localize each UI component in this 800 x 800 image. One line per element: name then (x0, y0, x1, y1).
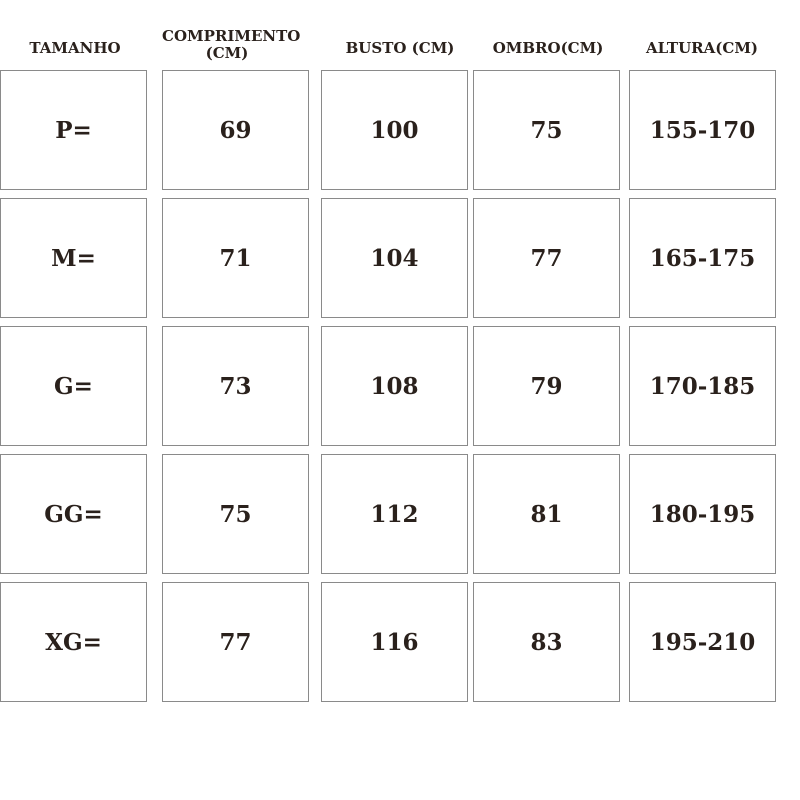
size-value: 81 (473, 454, 620, 574)
size-value: 83 (473, 582, 620, 702)
size-label: GG= (0, 454, 147, 574)
size-value: 170-185 (629, 326, 776, 446)
column-header: TAMANHO (29, 39, 121, 57)
column-header: OMBRO(CM) (492, 39, 604, 57)
size-value: 165-175 (629, 198, 776, 318)
size-label: G= (0, 326, 147, 446)
size-value: 71 (162, 198, 309, 318)
column-header: COMPRIMENTO (CM) (162, 27, 301, 62)
column-header: ALTURA(CM) (645, 39, 759, 57)
size-value: 77 (473, 198, 620, 318)
size-label: M= (0, 198, 147, 318)
size-value: 77 (162, 582, 309, 702)
size-value: 100 (321, 70, 468, 190)
column-header: BUSTO (CM) (345, 39, 455, 57)
size-value: 155-170 (629, 70, 776, 190)
size-value: 75 (473, 70, 620, 190)
size-label: P= (0, 70, 147, 190)
size-value: 104 (321, 198, 468, 318)
size-value: 73 (162, 326, 309, 446)
size-value: 116 (321, 582, 468, 702)
size-value: 75 (162, 454, 309, 574)
size-value: 195-210 (629, 582, 776, 702)
size-value: 108 (321, 326, 468, 446)
size-value: 79 (473, 326, 620, 446)
size-value: 180-195 (629, 454, 776, 574)
size-value: 112 (321, 454, 468, 574)
size-label: XG= (0, 582, 147, 702)
size-value: 69 (162, 70, 309, 190)
